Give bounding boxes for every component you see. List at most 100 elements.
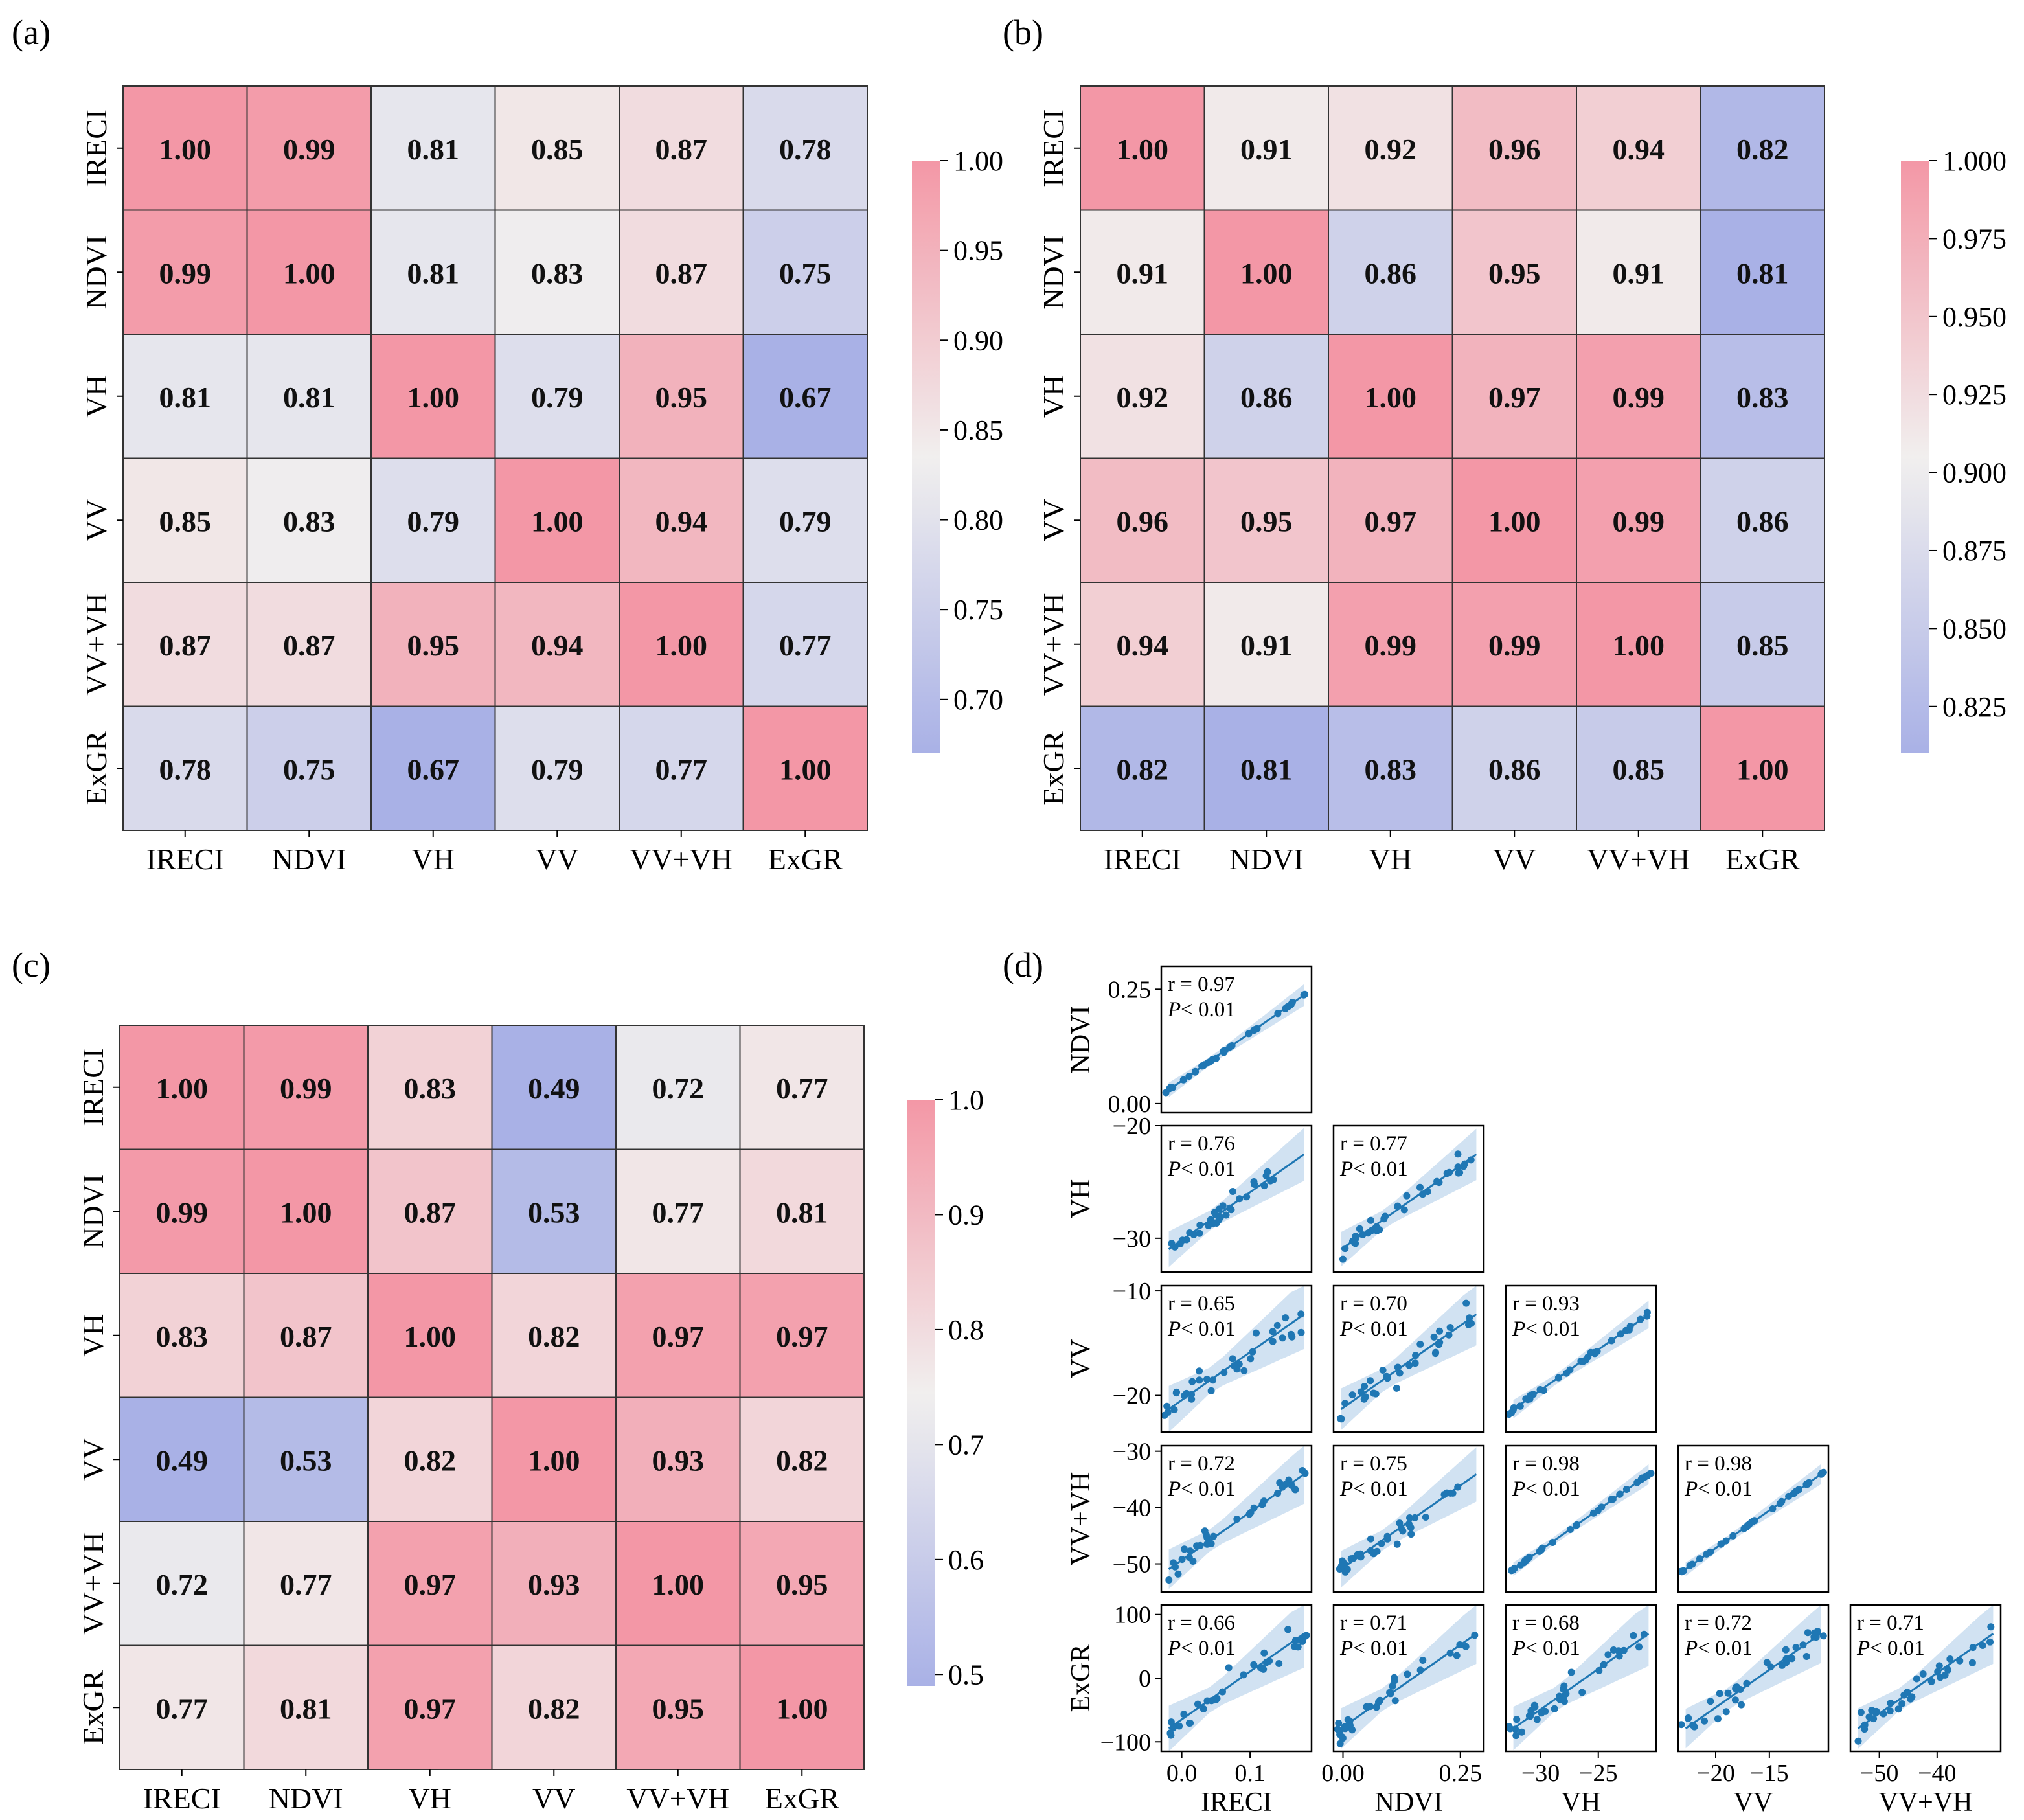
colorbar-tick-label: 0.85 [953, 415, 1003, 446]
colorbar-tick-label: 0.875 [1942, 535, 2007, 567]
scatter-subplot-NDVI-vs-VV: r = 0.70P< 0.01 [1332, 1284, 1485, 1433]
cell-value: 0.86 [1365, 256, 1417, 290]
p-threshold: < 0.01 [1525, 1317, 1580, 1341]
subplot-frame [1160, 1124, 1313, 1273]
colorbar-tick-label: 0.90 [953, 324, 1003, 356]
scatter-point [1279, 1334, 1286, 1342]
cell-value: 1.00 [159, 133, 212, 166]
heatmap-cell-VV+VH-IRECI [1080, 582, 1205, 707]
scatter-point [1453, 1652, 1461, 1659]
scatter-point [1275, 1660, 1283, 1667]
scatter-point [1356, 1225, 1363, 1233]
scatter-point [1505, 1723, 1513, 1731]
regression-line [1685, 1633, 1822, 1729]
cell-value: 0.86 [1736, 505, 1789, 538]
scatter-point [1251, 1181, 1258, 1188]
heatmap-cell-VH-NDVI [246, 334, 372, 459]
cell-value: 1.00 [404, 1320, 457, 1353]
heatmap-cell-VV+VH-NDVI [246, 582, 372, 707]
cell-value: 0.79 [531, 381, 584, 414]
cell-value: 0.77 [652, 1196, 705, 1229]
regression-line [1168, 994, 1305, 1091]
scatter-point [1857, 1709, 1865, 1716]
scatter-point [1731, 1696, 1739, 1704]
scatter-point [1819, 1632, 1827, 1640]
scatter-point [1391, 1674, 1398, 1681]
heatmap-cell-VH-NDVI [243, 1273, 369, 1398]
cell-value: 0.77 [156, 1692, 209, 1725]
scatter-point [1200, 1705, 1207, 1712]
cell-value: 0.97 [404, 1568, 457, 1601]
cell-value: 0.91 [1240, 133, 1293, 166]
scatter-point [1339, 1255, 1347, 1263]
scatter-point [1436, 1327, 1444, 1335]
x-tick-label-VH: VH [412, 843, 455, 876]
r-value-annotation: r = 0.77 [1340, 1132, 1407, 1155]
heatmap-cell-VV-VV [491, 1396, 617, 1522]
scatter-point [1260, 1665, 1268, 1673]
scatter-subplot-IRECI-vs-NDVI: r = 0.97P< 0.01 0.25 0.00 NDVI [1066, 965, 1313, 1118]
y-axis-label-VV: VV [1066, 1339, 1096, 1379]
y-tick-label-VH: VH [1037, 375, 1070, 418]
scatter-point [1454, 1150, 1462, 1158]
heatmap-cell-VV-ExGR [742, 457, 868, 583]
p-threshold: < 0.01 [1353, 1157, 1408, 1181]
scatter-point [1677, 1721, 1685, 1729]
p-value-annotation: P< 0.01 [1684, 1477, 1753, 1501]
scatter-point [1505, 1411, 1513, 1418]
scatter-point [1282, 1314, 1290, 1322]
heatmap-cell-NDVI-VH [1328, 209, 1453, 335]
heatmap-cell-VV-VV+VH [615, 1396, 741, 1522]
cell-value: 0.67 [407, 753, 460, 786]
y-tick-label: 0.25 [1108, 976, 1152, 1003]
cell-value: 0.99 [1613, 381, 1665, 414]
y-tick-label-VH: VH [80, 375, 113, 418]
heatmap-cell-ExGR-IRECI [122, 705, 248, 831]
y-tick-label: −100 [1100, 1729, 1151, 1756]
x-tick-label: −15 [1750, 1760, 1788, 1787]
p-threshold: < 0.01 [1698, 1477, 1753, 1501]
scatter-point [1802, 1653, 1810, 1660]
cell-value: 0.87 [159, 629, 212, 662]
scatter-point [1172, 1389, 1180, 1397]
cell-value: 1.00 [1736, 753, 1789, 786]
scatter-point [1465, 1321, 1472, 1328]
scatter-point [1946, 1655, 1954, 1663]
colorbar-tick-label: 0.950 [1942, 301, 2007, 333]
x-tick-label-VH: VH [409, 1782, 451, 1815]
heatmap-cell-ExGR-IRECI [1080, 705, 1205, 831]
y-tick-label: −30 [1113, 1439, 1151, 1466]
scatter-point [1164, 1409, 1172, 1416]
colorbar-tick-label: 0.8 [948, 1314, 984, 1346]
heatmap-cell-IRECI-VV [1451, 85, 1577, 211]
p-symbol: P [1339, 1317, 1353, 1341]
cell-value: 0.85 [1736, 629, 1789, 662]
cell-value: 1.00 [531, 505, 584, 538]
cell-value: 0.97 [652, 1320, 705, 1353]
p-threshold: < 0.01 [1181, 1477, 1236, 1501]
heatmap-cell-VH-VH [367, 1273, 493, 1398]
p-value-annotation: P< 0.01 [1512, 1477, 1580, 1501]
cell-value: 0.87 [655, 256, 708, 290]
x-tick-label-VH: VH [1369, 843, 1412, 876]
cell-value: 0.78 [159, 753, 212, 786]
cell-value: 0.97 [776, 1320, 828, 1353]
scatter-subplot-VH-vs-VV+VH: r = 0.98P< 0.01 [1505, 1444, 1657, 1593]
scatter-point [1400, 1206, 1408, 1214]
colorbar-tick-label: 0.70 [953, 684, 1003, 716]
scatter-point [1430, 1333, 1438, 1341]
scatter-point [1229, 1355, 1236, 1363]
heatmap-cell-IRECI-ExGR [1700, 85, 1825, 211]
heatmap-cell-NDVI-IRECI [122, 209, 248, 335]
y-tick-label: −20 [1113, 1113, 1151, 1140]
scatter-point [1284, 1626, 1292, 1633]
colorbar-tick-label: 0.6 [948, 1544, 984, 1576]
r-value-annotation: r = 0.98 [1685, 1452, 1752, 1475]
cell-value: 1.00 [779, 753, 832, 786]
scatter-point [1229, 1188, 1236, 1195]
scatter-point [1196, 1367, 1203, 1375]
confidence-band [1685, 1605, 1821, 1749]
cell-value: 1.00 [776, 1692, 828, 1725]
p-symbol: P [1167, 1637, 1181, 1660]
y-tick-label-VV+VH: VV+VH [1037, 593, 1070, 696]
